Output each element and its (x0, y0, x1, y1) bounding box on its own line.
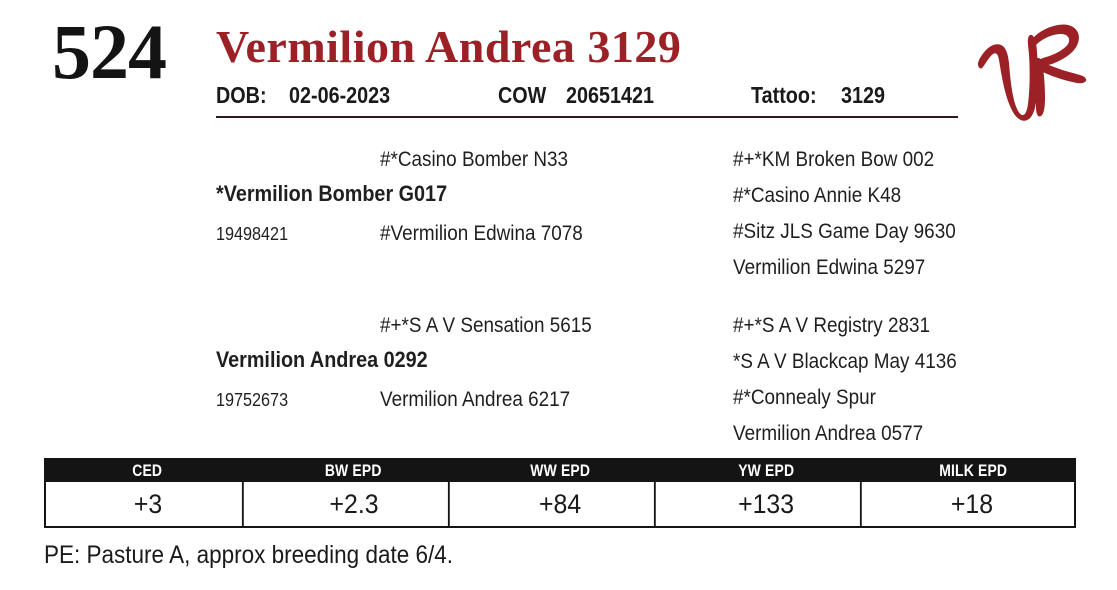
dam-great-grandparent-1: #+*S A V Registry 2831 (733, 314, 931, 337)
sire-great-grandparent-3: #Sitz JLS Game Day 9630 (733, 220, 956, 243)
epd-header-milk: MILK EPD (938, 460, 1007, 480)
dam-granddam: Vermilion Andrea 6217 (380, 388, 571, 411)
dam-pedigree-block: #+*S A V Sensation 5615 Vermilion Andrea… (0, 300, 1117, 460)
pasture-exposure-note: PE: Pasture A, approx breeding date 6/4. (44, 541, 454, 569)
tattoo-field: Tattoo: 3129 (751, 82, 892, 108)
sire-granddam: #Vermilion Edwina 7078 (380, 222, 583, 245)
epd-header-ww: WW EPD (530, 460, 590, 480)
epd-table-value-row: +3 +2.3 +84 +133 +18 (44, 482, 1076, 528)
sire-grandsire: #*Casino Bomber N33 (380, 148, 569, 171)
vr-brand-logo-icon (972, 14, 1088, 122)
epd-value-bw: +2.3 (260, 482, 450, 526)
lot-number: 524 (52, 8, 167, 95)
sire-great-grandparent-4: Vermilion Edwina 5297 (733, 256, 926, 279)
dam-great-grandparent-4: Vermilion Andrea 0577 (733, 422, 924, 445)
dam-grandsire: #+*S A V Sensation 5615 (380, 314, 592, 337)
sire-great-grandparent-2: #*Casino Annie K48 (733, 184, 902, 207)
dam-great-grandparent-3: #*Connealy Spur (733, 386, 876, 409)
cow-value: 20651421 (566, 82, 655, 108)
dob-value: 02-06-2023 (288, 82, 390, 108)
epd-header-ced: CED (132, 460, 163, 480)
epd-header-yw: YW EPD (738, 460, 795, 480)
pedigree-section: #*Casino Bomber N33 *Vermilion Bomber G0… (0, 134, 1117, 454)
epd-value-yw: +133 (672, 482, 862, 526)
sire-great-grandparent-1: #+*KM Broken Bow 002 (733, 148, 935, 171)
cow-field: COW 20651421 (498, 82, 669, 108)
tattoo-label: Tattoo: (751, 82, 817, 108)
identification-row: DOB: 02-06-2023 COW 20651421 Tattoo: 3129 (216, 82, 961, 110)
dob-label: DOB: (216, 82, 267, 108)
header-divider-rule (216, 116, 958, 118)
sire-registration: 19498421 (216, 224, 289, 244)
sire-name: *Vermilion Bomber G017 (216, 181, 448, 206)
epd-value-ced: +3 (54, 482, 244, 526)
sire-pedigree-block: #*Casino Bomber N33 *Vermilion Bomber G0… (0, 134, 1117, 294)
epd-header-bw: BW EPD (325, 460, 382, 480)
dam-name: Vermilion Andrea 0292 (216, 347, 428, 372)
epd-table: CED BW EPD WW EPD YW EPD MILK EPD +3 +2.… (44, 458, 1076, 530)
cow-label: COW (498, 82, 547, 108)
dam-great-grandparent-2: *S A V Blackcap May 4136 (733, 350, 957, 373)
epd-value-milk: +18 (950, 488, 994, 519)
epd-table-header-row: CED BW EPD WW EPD YW EPD MILK EPD (44, 458, 1076, 482)
dob-field: DOB: 02-06-2023 (216, 82, 406, 108)
epd-value-ww: +84 (466, 482, 656, 526)
animal-name-title: Vermilion Andrea 3129 (216, 21, 682, 72)
tattoo-value: 3129 (841, 82, 886, 108)
dam-registration: 19752673 (216, 390, 289, 410)
